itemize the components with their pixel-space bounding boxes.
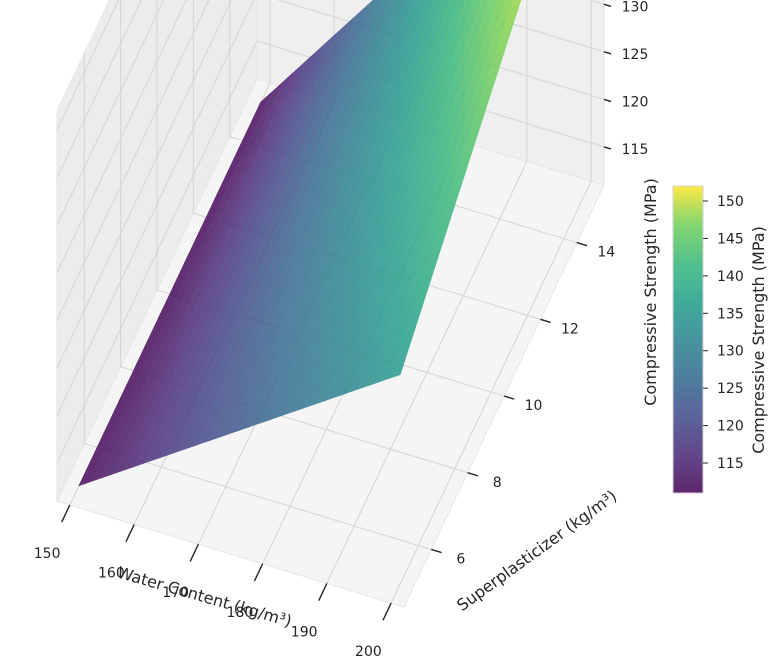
colorbar-tick-label: 145 [717, 231, 744, 247]
colorbar-tick-label: 120 [717, 419, 744, 435]
y-tick-mark [467, 472, 479, 477]
colorbar-tick-label: 130 [717, 344, 744, 360]
z-gridline [56, 0, 142, 178]
x-tick-label: 200 [355, 644, 382, 658]
x-gridline [390, 0, 592, 604]
x-tick-label: 150 [34, 546, 61, 562]
colorbar-tick-label: 140 [717, 269, 744, 285]
z-tick-label: 115 [622, 142, 649, 158]
x-gridline [326, 0, 528, 584]
z-gridline [56, 40, 605, 464]
y-tick-mark [576, 241, 588, 247]
y-tick-label: 12 [561, 321, 579, 337]
x-tick-mark [382, 602, 392, 621]
y-gridline [83, 53, 432, 551]
y-gridline [120, 0, 468, 474]
z-tick-mark [603, 98, 612, 103]
z-axis-label: Compressive Strength (MPa) [641, 178, 660, 406]
colorbar-ticks: 115 120 125 130 135 140 145 150 [703, 194, 744, 472]
z-tick-mark [603, 51, 612, 55]
z-tick-label: 120 [622, 94, 649, 110]
z-tick-label: 130 [622, 0, 649, 15]
x-tick-mark [125, 524, 135, 543]
y-axis-label: Superplasticizer (kg/m³) [453, 486, 620, 615]
x-tick-mark [318, 583, 328, 602]
x-tick-label: 190 [291, 624, 318, 640]
surface-patch [389, 362, 405, 379]
y-tick-label: 8 [493, 475, 502, 491]
x-tick-mark [253, 563, 264, 582]
colorbar-tick-label: 125 [717, 381, 744, 397]
y-tick-label: 10 [525, 398, 543, 414]
surface-mesh [78, 0, 522, 487]
x-axis-label: Water Content (kg/m³) [115, 563, 294, 631]
colorbar-tick-label: 115 [717, 456, 744, 472]
z-gridline [56, 0, 165, 226]
z-tick-label: 125 [622, 47, 649, 63]
colorbar-fill [672, 185, 704, 494]
y-tick-label: 6 [456, 551, 465, 567]
colorbar-label: Compressive Strength (MPa) [749, 226, 768, 454]
y-tick-mark [540, 318, 551, 324]
colorbar-tick-label: 135 [717, 306, 744, 322]
x-tick-label: 180 [227, 605, 254, 621]
x-tick-label: 170 [162, 585, 189, 601]
surface-patch [462, 0, 469, 5]
x-tick-label: 160 [98, 566, 125, 582]
axis-ticks: 1501601701801902006810121411512012513013… [34, 0, 649, 658]
z-tick-mark [603, 3, 612, 7]
x-tick-mark [61, 504, 71, 523]
z-gridline [56, 0, 605, 321]
y-tick-label: 14 [597, 245, 615, 261]
y-tick-mark [431, 548, 442, 554]
x-tick-mark [189, 543, 200, 562]
z-tick-mark [603, 146, 612, 150]
y-tick-mark [503, 395, 515, 400]
colorbar-tick-label: 150 [717, 194, 744, 210]
y-gridline [229, 0, 577, 244]
colorbar: 115 120 125 130 135 140 145 150 Compressive Str… [672, 185, 768, 494]
z-gridline [56, 0, 187, 273]
